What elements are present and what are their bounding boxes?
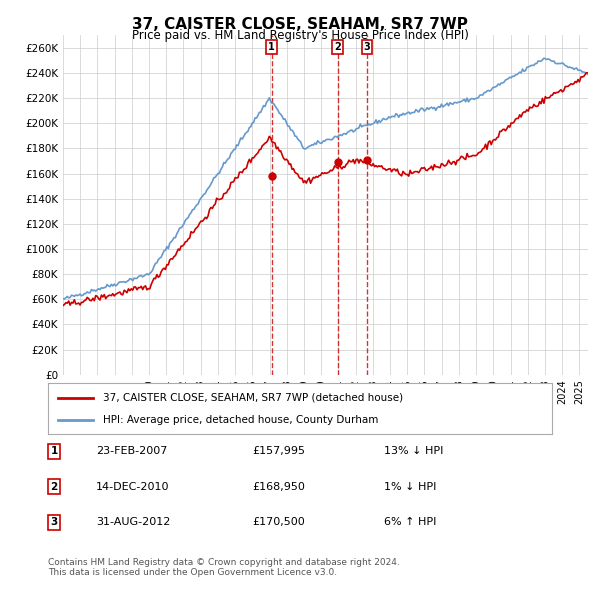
Text: 31-AUG-2012: 31-AUG-2012 <box>96 517 170 527</box>
Text: 37, CAISTER CLOSE, SEAHAM, SR7 7WP (detached house): 37, CAISTER CLOSE, SEAHAM, SR7 7WP (deta… <box>103 392 404 402</box>
Text: £168,950: £168,950 <box>252 482 305 491</box>
Text: £170,500: £170,500 <box>252 517 305 527</box>
Text: 6% ↑ HPI: 6% ↑ HPI <box>384 517 436 527</box>
Text: 3: 3 <box>364 42 370 52</box>
Text: 14-DEC-2010: 14-DEC-2010 <box>96 482 170 491</box>
Text: Contains HM Land Registry data © Crown copyright and database right 2024.
This d: Contains HM Land Registry data © Crown c… <box>48 558 400 577</box>
Text: Price paid vs. HM Land Registry's House Price Index (HPI): Price paid vs. HM Land Registry's House … <box>131 30 469 42</box>
Text: 2: 2 <box>50 482 58 491</box>
Text: 23-FEB-2007: 23-FEB-2007 <box>96 447 167 456</box>
Text: HPI: Average price, detached house, County Durham: HPI: Average price, detached house, Coun… <box>103 415 379 425</box>
Text: 37, CAISTER CLOSE, SEAHAM, SR7 7WP: 37, CAISTER CLOSE, SEAHAM, SR7 7WP <box>132 17 468 31</box>
Text: 1% ↓ HPI: 1% ↓ HPI <box>384 482 436 491</box>
Text: 13% ↓ HPI: 13% ↓ HPI <box>384 447 443 456</box>
Text: 1: 1 <box>50 447 58 456</box>
Text: 2: 2 <box>334 42 341 52</box>
Text: £157,995: £157,995 <box>252 447 305 456</box>
Text: 3: 3 <box>50 517 58 527</box>
Text: 1: 1 <box>268 42 275 52</box>
